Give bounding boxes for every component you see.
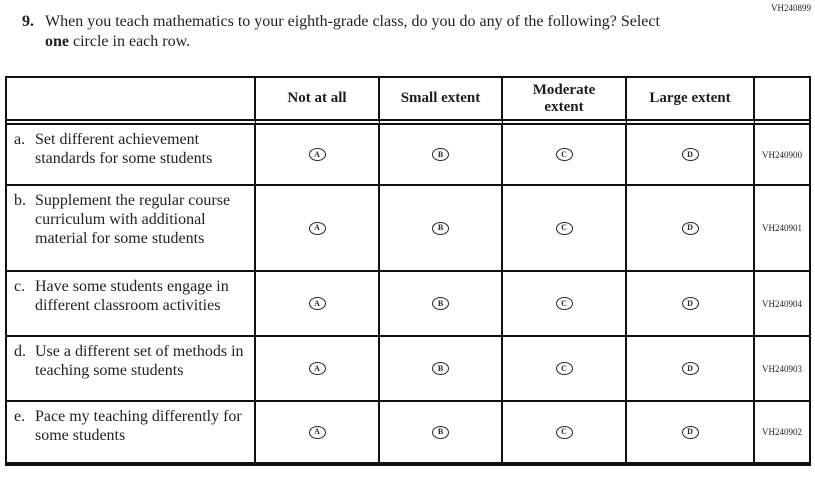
question-text-part1: When you teach mathematics to your eight… [45,13,660,30]
option-circle-c-C[interactable]: C [555,297,573,310]
row-label-d: d. Use a different set of methods in tea… [7,337,256,402]
cell-c-moderate-extent: C [503,272,627,337]
cell-c-large-extent: D [627,272,755,337]
row-prefix: d. [14,343,26,360]
option-circle-b-C[interactable]: C [555,221,573,235]
row-code-e: VH240902 [762,427,802,437]
header-not-at-all: Not at all [256,78,380,125]
cell-b-not-at-all: A [256,186,380,272]
header-large-extent: Large extent [627,78,755,125]
option-circle-b-D[interactable]: D [681,221,699,235]
row-text: Have some students engage in different c… [35,278,229,315]
option-circle-a-A[interactable]: A [308,148,326,161]
row-prefix: b. [14,192,26,209]
row-prefix: e. [14,408,26,425]
header-blank [7,78,256,125]
option-circle-c-B[interactable]: B [432,297,449,310]
option-circle-d-B[interactable]: B [432,362,449,375]
cell-b-small-extent: B [380,186,503,272]
cell-c-small-extent: B [380,272,503,337]
header-moderate-extent: Moderate extent [503,78,627,125]
response-table: Not at all Small extent Moderate extent … [5,76,811,466]
option-circle-d-D[interactable]: D [681,362,699,375]
row-label-a: a. Set different achievement standards f… [7,125,256,186]
option-circle-b-A[interactable]: A [308,221,326,235]
header-code-blank [755,78,809,125]
row-label-b: b. Supplement the regular course curricu… [7,186,256,272]
option-circle-b-B[interactable]: B [432,221,449,235]
option-circle-d-A[interactable]: A [308,362,326,375]
option-circle-e-C[interactable]: C [555,425,573,439]
row-text: Use a different set of methods in teachi… [35,343,244,380]
cell-e-moderate-extent: C [503,402,627,462]
cell-d-small-extent: B [380,337,503,402]
cell-e-small-extent: B [380,402,503,462]
cell-b-large-extent: D [627,186,755,272]
option-circle-a-C[interactable]: C [555,148,573,161]
cell-e-large-extent: D [627,402,755,462]
cell-a-not-at-all: A [256,125,380,186]
row-prefix: a. [14,131,26,148]
option-circle-e-A[interactable]: A [308,425,326,439]
row-code-b: VH240901 [755,186,809,272]
row-prefix: c. [14,278,26,295]
cell-c-not-at-all: A [256,272,380,337]
cell-a-large-extent: D [627,125,755,186]
row-code-c: VH240904 [755,272,809,337]
cell-d-moderate-extent: C [503,337,627,402]
row-text: Supplement the regular course curriculum… [35,192,231,248]
page-code: VH240899 [771,3,811,13]
row-label-c: c. Have some students engage in differen… [7,272,256,337]
question-text-part2: circle in each row. [69,33,191,51]
row-code-d: VH240903 [755,337,809,402]
row-text: Pace my teaching differently for some st… [35,408,242,445]
cell-d-large-extent: D [627,337,755,402]
option-circle-e-D[interactable]: D [681,425,699,439]
question-number: 9. [22,13,34,30]
cell-b-moderate-extent: C [503,186,627,272]
option-circle-c-D[interactable]: D [681,297,699,310]
question-block: 9. When you teach mathematics to your ei… [22,12,682,53]
row-label-e: e. Pace my teaching differently for some… [7,402,256,462]
option-circle-d-C[interactable]: C [555,362,573,375]
question-text-bold: one [45,33,69,51]
question-text: When you teach mathematics to your eight… [45,12,675,53]
cell-d-not-at-all: A [256,337,380,402]
cell-a-small-extent: B [380,125,503,186]
option-circle-a-B[interactable]: B [432,148,449,161]
cell-e-not-at-all: A [256,402,380,462]
option-circle-e-B[interactable]: B [432,425,449,439]
option-circle-a-D[interactable]: D [681,148,699,161]
row-code-a: VH240900 [755,125,809,186]
option-circle-c-A[interactable]: A [308,297,326,310]
row-text: Set different achievement standards for … [35,131,213,168]
header-small-extent: Small extent [380,78,503,125]
cell-a-moderate-extent: C [503,125,627,186]
